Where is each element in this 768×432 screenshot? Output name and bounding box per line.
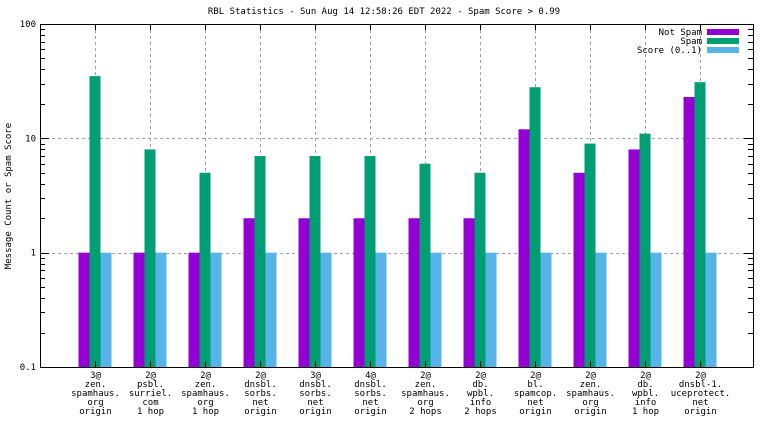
bar-spam — [200, 173, 211, 367]
x-tick-label: 2@psbl.surriel.com1 hop — [129, 371, 172, 417]
x-tick-label: 2@zen.spamhaus.org1 hop — [181, 371, 230, 417]
bar-spam — [90, 76, 101, 367]
legend-swatch — [707, 29, 739, 35]
legend-swatch — [707, 47, 739, 53]
x-tick-label-line: 2 hops — [464, 407, 497, 417]
bar-score-0-1 — [431, 253, 442, 367]
x-tick-label: 3@dnsbl.sorbs.netorigin — [299, 371, 332, 417]
bar-spam — [530, 87, 541, 367]
bar-not-spam — [134, 253, 145, 367]
y-axis-label: Message Count or Spam Score — [4, 123, 14, 269]
bar-spam — [640, 134, 651, 367]
y-tick-label: 100 — [20, 20, 36, 30]
bar-score-0-1 — [541, 253, 552, 367]
bar-score-0-1 — [211, 253, 222, 367]
bar-score-0-1 — [486, 253, 497, 367]
bar-spam — [365, 156, 376, 367]
bar-not-spam — [629, 149, 640, 367]
legend-swatch — [707, 38, 739, 44]
bar-spam — [585, 144, 596, 367]
x-tick-label-line: origin — [244, 407, 277, 417]
bar-spam — [420, 164, 431, 367]
bar-score-0-1 — [706, 253, 717, 367]
bar-not-spam — [189, 253, 200, 367]
bar-score-0-1 — [596, 253, 607, 367]
bar-not-spam — [299, 218, 310, 367]
y-tick-label: 10 — [25, 134, 36, 144]
bar-not-spam — [464, 218, 475, 367]
bar-not-spam — [244, 218, 255, 367]
x-tick-label-line: origin — [354, 407, 387, 417]
bar-score-0-1 — [101, 253, 112, 367]
bar-not-spam — [354, 218, 365, 367]
bar-score-0-1 — [156, 253, 167, 367]
bar-not-spam — [79, 253, 90, 367]
bar-spam — [475, 173, 486, 367]
bar-score-0-1 — [266, 253, 277, 367]
bar-score-0-1 — [376, 253, 387, 367]
x-tick-label-line: 1 hop — [192, 407, 219, 417]
bar-spam — [145, 149, 156, 367]
x-tick-label-line: 2 hops — [409, 407, 442, 417]
y-tick-label: 0.1 — [20, 363, 36, 373]
bar-not-spam — [409, 218, 420, 367]
bar-spam — [255, 156, 266, 367]
x-tick-label-line: 1 hop — [137, 407, 164, 417]
x-tick-label-line: origin — [299, 407, 332, 417]
bar-spam — [310, 156, 321, 367]
x-tick-label-line: origin — [519, 407, 552, 417]
bar-score-0-1 — [321, 253, 332, 367]
x-tick-label-line: 1 hop — [632, 407, 659, 417]
x-tick-label-line: origin — [684, 407, 717, 417]
bars — [79, 76, 717, 367]
bar-not-spam — [574, 173, 585, 367]
bar-spam — [695, 82, 706, 367]
bar-not-spam — [519, 129, 530, 367]
bar-score-0-1 — [651, 253, 662, 367]
bar-not-spam — [684, 97, 695, 367]
legend-label: Score (0..1) — [637, 46, 702, 56]
chart-title: RBL Statistics - Sun Aug 14 12:58:26 EDT… — [208, 7, 560, 17]
x-tick-label-line: origin — [574, 407, 607, 417]
x-tick-label-line: origin — [79, 407, 112, 417]
y-tick-label: 1 — [31, 249, 36, 259]
